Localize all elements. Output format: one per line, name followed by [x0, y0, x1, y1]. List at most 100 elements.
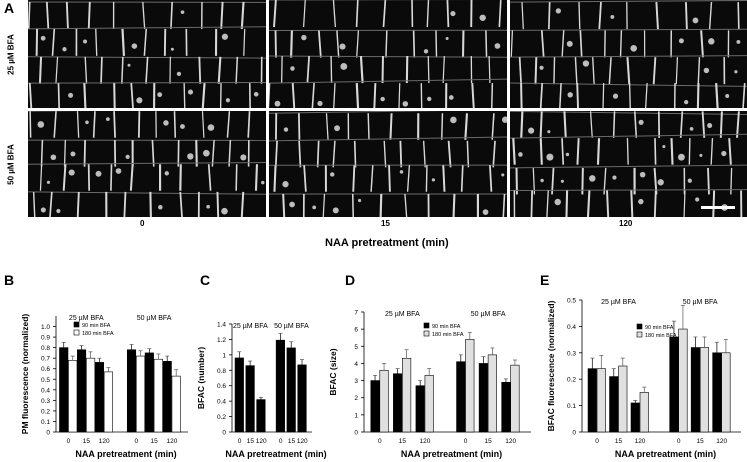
cell-wall-vertical [254, 164, 259, 191]
cell-wall-vertical [129, 164, 134, 191]
cell-wall-vertical [447, 140, 452, 168]
bar-D-0-0 [370, 380, 380, 433]
x-tick-label-C: 0 [279, 438, 283, 445]
cell-wall-vertical [425, 165, 428, 192]
cell-wall-vertical [38, 56, 43, 84]
x-tick-label-B: 15 [83, 438, 91, 445]
x-tick-label-E: 0 [595, 438, 599, 445]
bar-E-0-3 [669, 336, 679, 433]
cell-wall-vertical [240, 191, 245, 217]
legend-label-B: 180 min BFA [82, 331, 114, 337]
bfa-compartment [282, 181, 289, 188]
cell-wall-vertical [113, 83, 116, 108]
bar-E-1-5 [721, 352, 731, 433]
bfa-compartment [68, 92, 74, 98]
cell-wall-vertical [626, 138, 629, 165]
y-tick-label-B: 0.5 [41, 377, 50, 384]
cell-wall-vertical [422, 140, 426, 168]
cell-wall-vertical [512, 138, 516, 165]
cell-wall-vertical [442, 55, 445, 84]
cell-wall-vertical [404, 193, 408, 217]
x-tick-label-B: 0 [67, 438, 71, 445]
cell-wall-vertical [539, 82, 544, 108]
legend-label-E: 90 min BFA [645, 325, 674, 331]
y-tick-label-B: 1.0 [41, 324, 50, 331]
cell-wall-horizontal [28, 26, 266, 30]
bfa-compartment [612, 93, 619, 99]
cell-wall-vertical [151, 140, 155, 167]
cell-wall-vertical [145, 56, 149, 84]
x-tick-label-E: 120 [635, 438, 646, 445]
bfa-compartment [699, 153, 703, 157]
bar-B-0-0 [59, 347, 69, 433]
bfa-compartment [317, 100, 323, 107]
y-tick-label-C: 0.8 [217, 368, 226, 375]
y-tick-label-D: 5 [354, 344, 358, 351]
bfa-compartment [502, 116, 507, 123]
cell-wall-vertical [332, 140, 336, 168]
bfa-compartment [450, 10, 456, 17]
cell-wall-vertical [612, 111, 616, 138]
bfa-compartment [157, 92, 163, 98]
bfa-compartment [692, 17, 699, 24]
bar-B-1-0 [68, 359, 78, 433]
group-title-E: 25 µM BFA [601, 299, 636, 306]
cell-wall-horizontal [510, 164, 747, 169]
bfa-compartment [450, 116, 457, 124]
cell-wall-vertical [333, 83, 336, 108]
x-axis-label-B: NAA pretreatment (min) [75, 449, 176, 459]
bfa-compartment [479, 14, 486, 21]
cell-wall-horizontal [510, 82, 747, 87]
x-tick-label-C: 120 [297, 438, 308, 445]
micrograph-50um-120min [510, 111, 747, 217]
cell-wall-vertical [715, 82, 719, 108]
cell-wall-vertical [63, 140, 67, 167]
cell-wall-vertical [352, 165, 356, 192]
cell-wall-vertical [113, 111, 116, 138]
cell-wall-vertical [719, 111, 723, 138]
cell-wall-horizontal [28, 81, 266, 84]
x-tick-label-C: 120 [256, 438, 267, 445]
bar-D-0-3 [456, 361, 466, 433]
x-tick-label-E: 15 [615, 438, 623, 445]
cell-wall-vertical [710, 138, 714, 165]
cell-wall-vertical [586, 190, 591, 217]
y-tick-label-B: 0.6 [41, 366, 50, 373]
bfa-compartment [56, 208, 61, 214]
bfa-compartment [399, 170, 404, 174]
cell-wall-vertical [28, 1, 31, 29]
cell-wall-vertical [520, 83, 523, 108]
cell-wall-vertical [492, 140, 496, 168]
bfa-compartment [334, 125, 340, 132]
cell-wall-vertical [626, 57, 631, 85]
cell-wall-vertical [708, 2, 713, 30]
bfa-compartment [253, 91, 259, 97]
y-tick-label-C: 0.6 [217, 383, 226, 390]
bfa-compartment [332, 207, 339, 214]
x-axis-label-D: NAA pretreatment (min) [401, 449, 502, 459]
group-title-B: 50 µM BFA [137, 315, 172, 322]
cell-wall-vertical [235, 164, 238, 191]
cell-wall-horizontal [269, 136, 507, 142]
cell-wall-vertical [406, 165, 411, 192]
bfa-compartment [40, 207, 46, 213]
bar-E-1-3 [678, 328, 688, 433]
bar-D-1-0 [379, 369, 389, 433]
cell-wall-vertical [207, 164, 212, 191]
cell-wall-vertical [356, 30, 360, 58]
y-tick-label-B: 0.3 [41, 398, 50, 405]
cell-wall-vertical [502, 193, 506, 217]
cell-wall-horizontal [510, 111, 747, 115]
cell-wall-vertical [464, 113, 469, 140]
bar-D-0-4 [478, 363, 488, 433]
bfa-compartment [106, 117, 110, 122]
cell-wall-vertical [553, 57, 556, 85]
bfa-compartment [127, 63, 131, 67]
y-tick-label-D: 1 [354, 412, 358, 419]
cell-wall-vertical [195, 140, 198, 167]
cell-wall-vertical [561, 30, 565, 58]
cell-wall-vertical [389, 113, 393, 140]
cell-wall-vertical [539, 111, 543, 138]
cell-wall-horizontal [269, 111, 443, 114]
y-tick-label-D: 7 [354, 310, 358, 317]
